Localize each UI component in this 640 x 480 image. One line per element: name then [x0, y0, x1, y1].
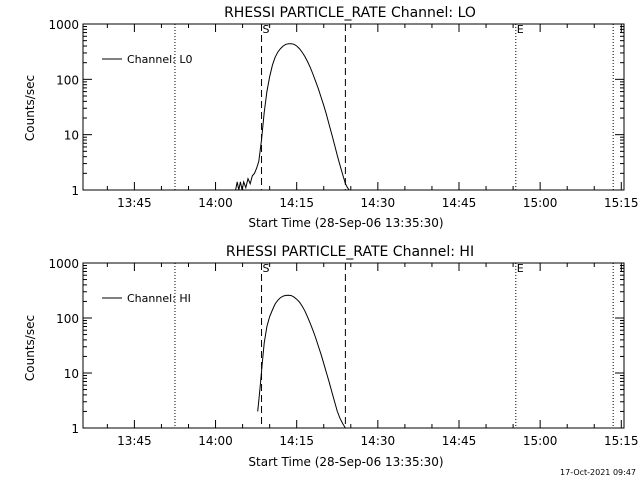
plot-frame [82, 262, 625, 429]
series-line [235, 43, 350, 191]
y-tick-label: 100 [56, 73, 79, 87]
x-tick-label: 14:45 [442, 434, 477, 448]
marker-label: S [263, 23, 270, 36]
x-tick-label: 14:30 [361, 196, 396, 210]
y-axis-label: Counts/sec [23, 75, 37, 141]
x-tick-label: 15:15 [604, 434, 639, 448]
panel-channel-hi: RHESSI PARTICLE_RATE Channel: HI Start T… [23, 244, 639, 469]
panel-channel-lo: RHESSI PARTICLE_RATE Channel: LO Start T… [23, 5, 639, 230]
x-tick-label: 14:00 [198, 434, 233, 448]
marker-label: E [517, 23, 524, 36]
x-tick-label: 15:15 [604, 196, 639, 210]
x-tick-label: 15:00 [523, 196, 558, 210]
marker-label: S [263, 262, 270, 275]
y-tick-label: 10 [64, 129, 79, 143]
plot-frame [82, 23, 625, 191]
y-axis-label: Counts/sec [23, 315, 37, 381]
x-tick-label: 14:15 [279, 434, 314, 448]
x-tick-label: 14:00 [198, 196, 233, 210]
y-tick-label: 1 [71, 422, 79, 436]
timestamp-footer: 17-Oct-2021 09:47 [560, 468, 636, 477]
x-tick-label: 15:00 [523, 434, 558, 448]
x-tick-label: 14:45 [442, 196, 477, 210]
x-tick-label: 14:15 [279, 196, 314, 210]
chart-title: RHESSI PARTICLE_RATE Channel: LO [224, 5, 476, 21]
y-tick-label: 1000 [48, 257, 79, 271]
y-tick-label: 1000 [48, 18, 79, 32]
y-tick-label: 100 [56, 312, 79, 326]
series-line [257, 294, 346, 429]
marker-label: E [517, 262, 524, 275]
x-tick-label: 13:45 [117, 434, 152, 448]
legend-entry: Channel: HI [127, 292, 191, 305]
chart-title: RHESSI PARTICLE_RATE Channel: HI [226, 244, 474, 260]
x-tick-label: 13:45 [117, 196, 152, 210]
x-axis-label: Start Time (28-Sep-06 13:35:30) [248, 216, 443, 230]
y-tick-label: 1 [71, 184, 79, 198]
legend-entry: Channel: L0 [127, 53, 193, 66]
x-axis-label: Start Time (28-Sep-06 13:35:30) [248, 455, 443, 469]
y-tick-label: 10 [64, 367, 79, 381]
x-tick-label: 14:30 [361, 434, 396, 448]
